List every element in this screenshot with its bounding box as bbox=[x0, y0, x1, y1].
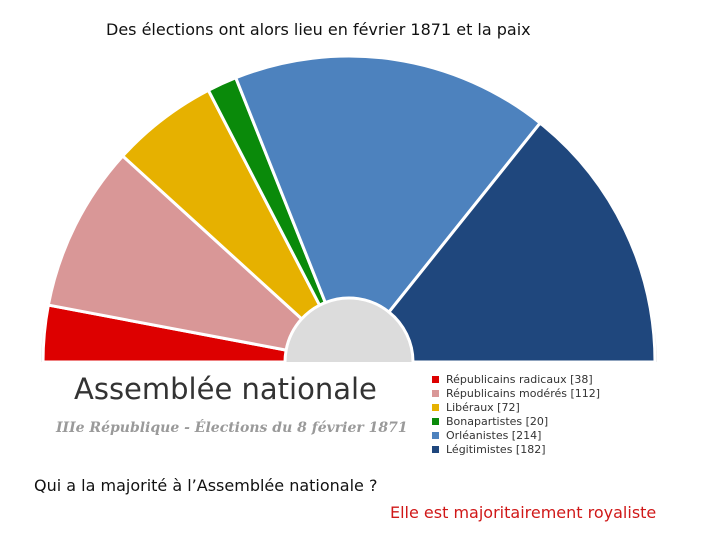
legend-item-3: Bonapartistes [20] bbox=[432, 414, 600, 428]
legend-swatch-3 bbox=[432, 417, 439, 425]
chart-title: Assemblée nationale bbox=[74, 372, 377, 406]
chart-legend: Républicains radicaux [38] Républicains m… bbox=[432, 372, 600, 456]
question-text: Qui a la majorité à l’Assemblée national… bbox=[34, 476, 378, 495]
legend-label-2: Libéraux [72] bbox=[446, 400, 520, 414]
legend-label-5: Légitimistes [182] bbox=[446, 442, 546, 456]
legend-item-2: Libéraux [72] bbox=[432, 400, 600, 414]
top-caption: Des élections ont alors lieu en février … bbox=[106, 20, 531, 39]
legend-item-5: Légitimistes [182] bbox=[432, 442, 600, 456]
legend-swatch-2 bbox=[432, 403, 439, 411]
chart-slice-5 bbox=[387, 121, 657, 364]
parliament-chart bbox=[0, 54, 720, 470]
answer-text: Elle est majoritairement royaliste bbox=[390, 503, 657, 522]
chart-base bbox=[0, 362, 720, 470]
legend-label-3: Bonapartistes [20] bbox=[446, 414, 549, 428]
legend-swatch-5 bbox=[432, 445, 439, 453]
legend-label-0: Républicains radicaux [38] bbox=[446, 372, 593, 386]
legend-label-1: Républicains modérés [112] bbox=[446, 386, 601, 400]
legend-swatch-4 bbox=[432, 431, 439, 439]
chart-subtitle: IIIe République - Élections du 8 février… bbox=[56, 420, 408, 436]
legend-item-0: Républicains radicaux [38] bbox=[432, 372, 600, 386]
legend-item-4: Orléanistes [214] bbox=[432, 428, 600, 442]
legend-item-1: Républicains modérés [112] bbox=[432, 386, 600, 400]
legend-label-4: Orléanistes [214] bbox=[446, 428, 542, 442]
legend-swatch-1 bbox=[432, 389, 439, 397]
legend-swatch-0 bbox=[432, 375, 439, 383]
chart-slice-1 bbox=[46, 154, 304, 352]
chart-slice-4 bbox=[234, 54, 542, 314]
